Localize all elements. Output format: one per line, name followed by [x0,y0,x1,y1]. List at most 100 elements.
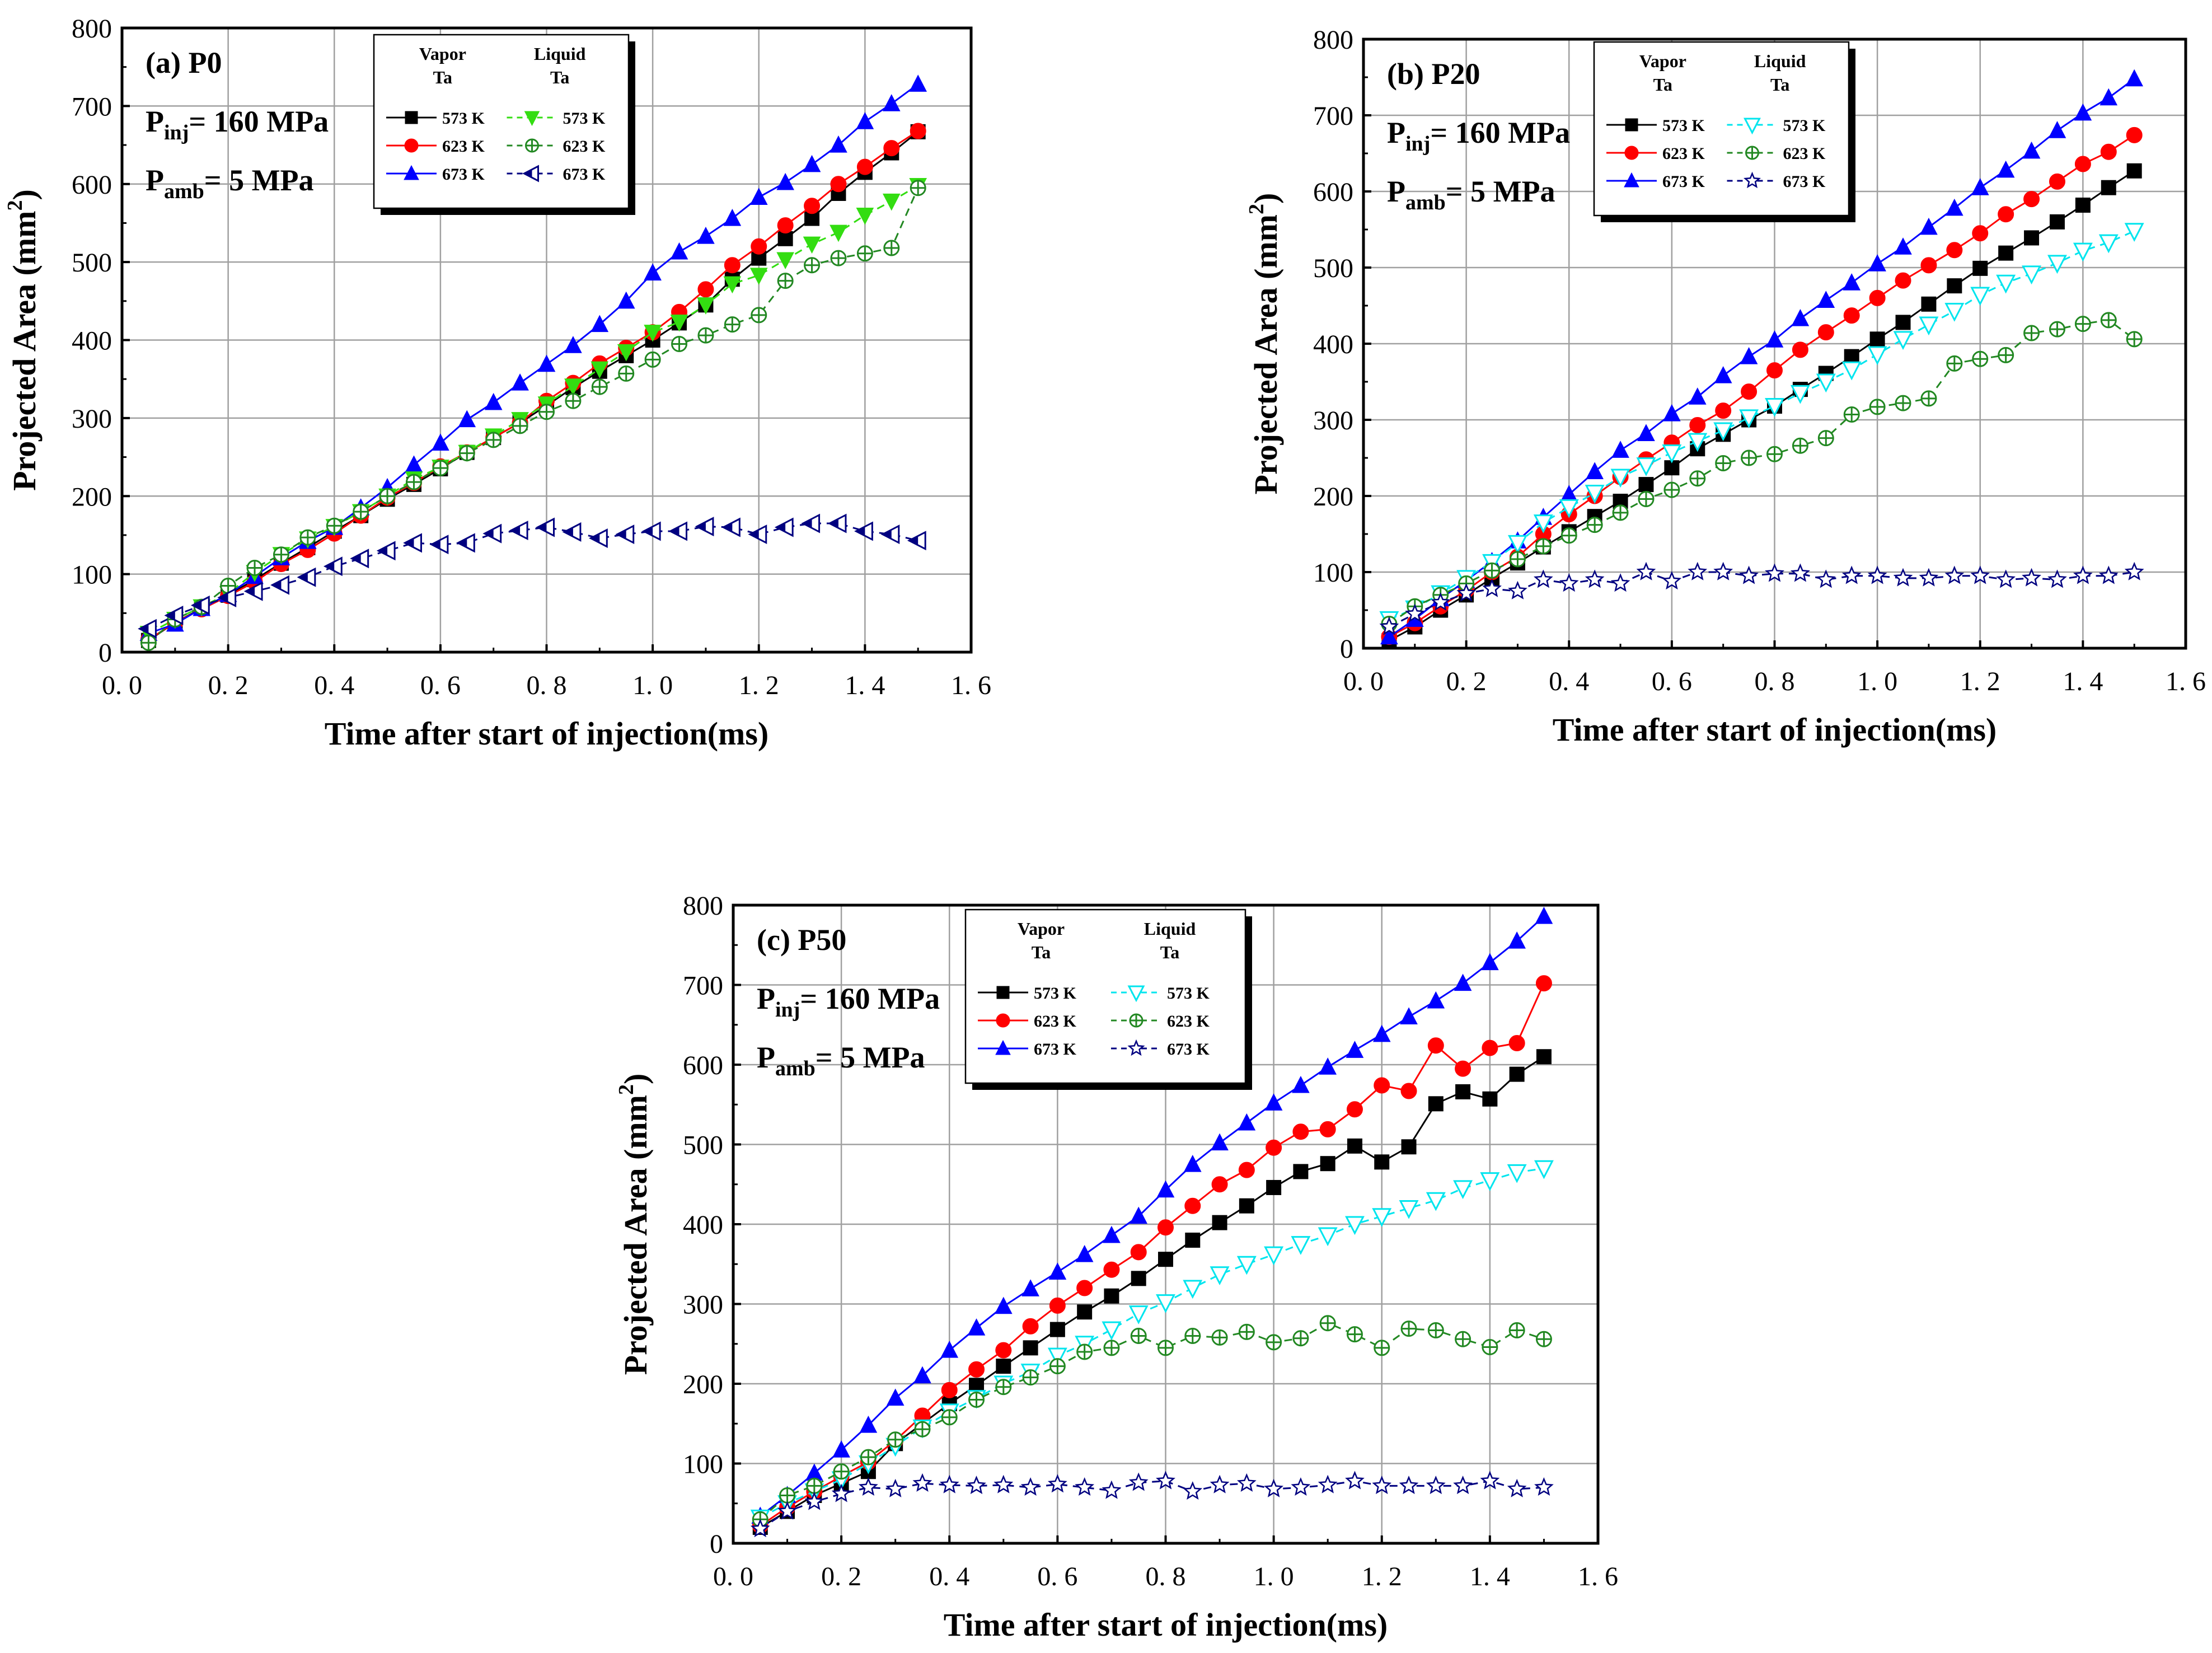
marker-half-fill [193,600,202,611]
data-point [1996,569,2016,588]
annotation-subscript: inj [164,121,189,144]
data-point [2047,255,2067,274]
annotation-symbol: P [146,105,164,138]
data-point [1183,1481,1203,1500]
data-point [995,1342,1012,1359]
marker-half-fill [378,545,388,556]
data-point [1379,616,1399,635]
marker-shape [1739,409,1759,429]
legend-symbol [1111,1039,1161,1056]
y-tick-label: 700 [72,92,112,121]
marker-shape [1076,1280,1093,1296]
annotation-value: = 5 MPa [204,163,314,197]
data-point [723,276,742,294]
data-point [1426,1192,1446,1211]
data-point [1210,1266,1230,1286]
data-point [2047,569,2067,588]
data-point [779,1487,796,1504]
marker-half-fill [644,526,653,537]
marker-shape [697,297,715,315]
data-point [993,1474,1014,1493]
marker-shape [1427,1037,1444,1054]
marker-shape [1625,118,1638,132]
legend-header: Ta [1160,942,1179,962]
y-tick-label: 600 [1313,177,1353,207]
data-point [885,1478,906,1497]
data-point [941,1409,958,1426]
y-tick-label: 600 [72,170,112,200]
data-point [1612,504,1629,521]
marker-shape [2047,255,2067,274]
data-point [2126,163,2142,179]
data-point [1455,1331,1471,1347]
legend-symbol [386,111,437,124]
marker-shape [1405,603,1425,622]
marker-shape [1431,592,1451,611]
marker-shape [1482,578,1502,597]
data-point [1919,316,1939,336]
data-point [1455,1084,1471,1099]
data-point [1841,565,1862,584]
marker-shape [723,208,742,226]
legend: Vapor Ta Liquid Ta 573 K 623 K 673 K 573 K 623 K… [964,909,1252,1090]
data-point [1456,583,1476,602]
data-point [1636,561,1656,580]
legend-box [964,909,1246,1084]
annotation-subscript: amb [775,1057,816,1080]
marker-shape [564,336,582,353]
x-tick-label: 0. 2 [1446,667,1487,696]
marker-shape [1713,422,1733,442]
marker-shape [1372,1208,1392,1228]
data-point [1741,383,1758,400]
marker-shape [1428,1096,1444,1112]
marker-shape [1210,1474,1230,1493]
condition-annotation: Pamb= 5 MPa [1387,175,1555,214]
marker-shape [803,154,821,172]
data-point [1663,481,1680,498]
marker-shape [1688,387,1707,405]
data-point [1944,565,1965,584]
data-point [456,533,475,553]
marker-shape [1534,569,1553,588]
marker-shape [1319,1057,1337,1075]
marker-shape [724,257,741,274]
data-point [511,373,529,391]
data-point [774,517,794,537]
marker-shape [1997,160,2015,178]
marker-shape [2075,197,2091,213]
marker-shape [1427,991,1445,1009]
marker-shape [1744,118,1761,135]
data-point [804,198,821,214]
condition-annotation: Pinj= 160 MPa [146,105,329,144]
data-point [1318,1227,1338,1247]
data-point [804,257,821,274]
data-point [1689,417,1706,434]
data-point [376,541,396,561]
data-point [830,135,847,153]
annotation-value: = 160 MPa [189,105,329,138]
marker-shape [832,1440,850,1458]
x-tick-label: 0. 0 [713,1562,753,1591]
data-point [2075,197,2091,213]
data-point [801,513,821,533]
marker-shape [1895,315,1911,330]
marker-shape [2022,265,2042,285]
data-point [2049,214,2065,230]
marker-shape [1765,398,1784,417]
legend-symbol [978,986,1028,999]
annotation-subscript: amb [164,180,204,203]
legend-label: 573 K [1783,116,1826,135]
data-point [2073,242,2093,262]
legend-symbol [507,165,557,182]
marker-shape [1843,273,1861,291]
data-point [1075,1245,1094,1262]
marker-shape [1456,583,1476,602]
data-point [883,140,900,157]
data-point [538,404,555,420]
x-tick-label: 0. 6 [1037,1562,1077,1591]
data-point [1131,1271,1146,1286]
marker-shape [1741,383,1758,400]
annotation-value: = 160 MPa [1430,116,1570,149]
data-point [1212,1215,1227,1230]
